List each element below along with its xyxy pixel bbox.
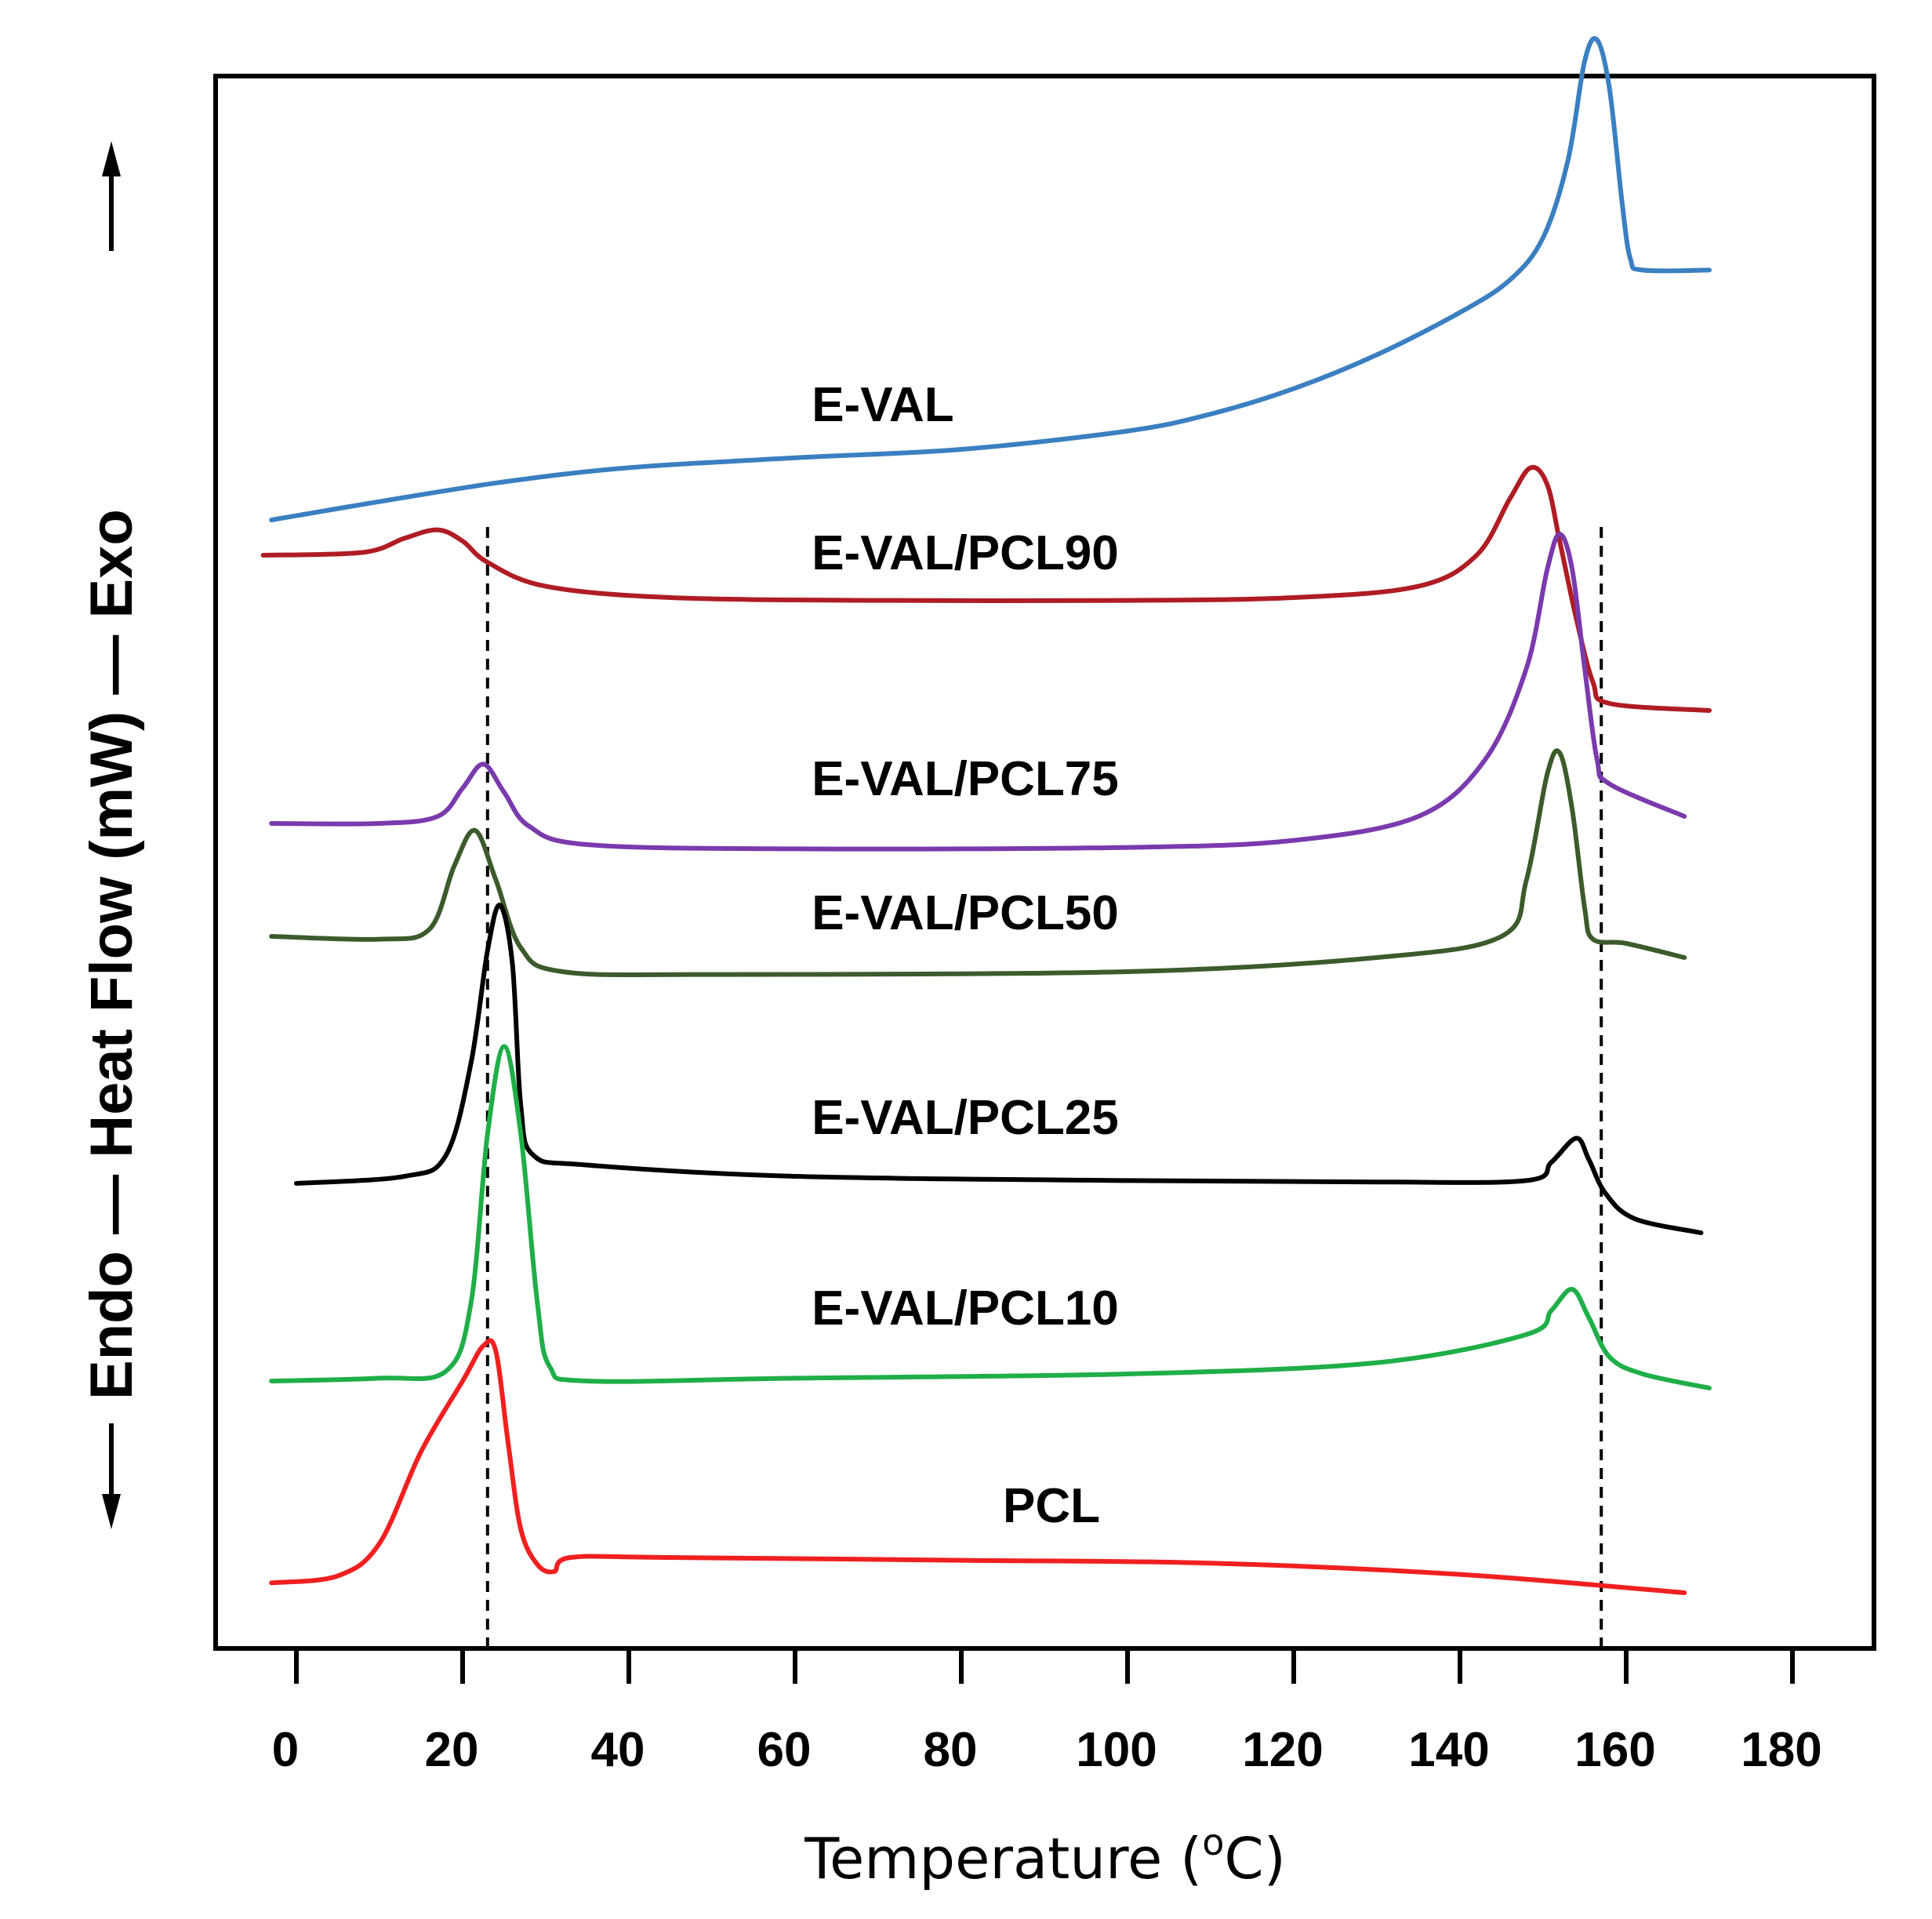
x-tick-label-120: 120 <box>1242 1723 1323 1777</box>
series-line-e-val <box>269 36 1712 522</box>
x-tick-label-160: 160 <box>1574 1723 1655 1777</box>
x-tick-label-40: 40 <box>591 1723 645 1777</box>
y-arrow-down-head <box>102 1494 121 1529</box>
svg-text:Endo — Heat Flow (mW) — Exo: Endo — Heat Flow (mW) — Exo <box>78 509 145 1400</box>
y-axis-title: Endo — Heat Flow (mW) — Exo <box>78 141 145 1529</box>
x-axis-title-tail: C) <box>1224 1826 1285 1892</box>
plot-frame <box>213 74 1876 1651</box>
x-axis-title-main: Temperature ( <box>804 1826 1202 1892</box>
series-label-e-val-pcl10: E-VAL/PCL10 <box>812 1281 1119 1336</box>
y-title-exo: Exo <box>78 509 145 618</box>
x-axis-title-sup: o <box>1202 1821 1224 1863</box>
x-axis-tick-labels: 0 20 40 60 80 100 120 140 160 180 <box>272 1723 1822 1777</box>
x-axis-ticks <box>294 1648 1795 1684</box>
x-tick-label-20: 20 <box>425 1723 479 1777</box>
x-tick-label-80: 80 <box>924 1723 978 1777</box>
series-curves <box>260 36 1712 1595</box>
x-tick-label-140: 140 <box>1408 1723 1489 1777</box>
series-line-e-val-pcl90 <box>260 464 1712 713</box>
x-tick-label-60: 60 <box>757 1723 812 1777</box>
series-labels: E-VAL E-VAL/PCL90 E-VAL/PCL75 E-VAL/PCL50 E-… <box>812 378 1119 1533</box>
series-line-pcl <box>269 1338 1687 1595</box>
y-arrow-up-head <box>102 141 121 176</box>
series-label-e-val-pcl90: E-VAL/PCL90 <box>812 526 1119 580</box>
reference-lines <box>485 527 1603 1647</box>
series-line-e-val-pcl10 <box>269 1044 1712 1390</box>
series-label-e-val-pcl25: E-VAL/PCL25 <box>812 1091 1119 1145</box>
x-axis-title: Temperature (oC) <box>804 1821 1286 1892</box>
series-line-e-val-pcl75 <box>269 532 1687 852</box>
y-title-dash-2: — <box>78 619 145 711</box>
series-label-e-val-pcl75: E-VAL/PCL75 <box>812 752 1119 806</box>
y-title-endo: Endo <box>78 1251 145 1400</box>
x-tick-label-0: 0 <box>272 1723 299 1777</box>
series-line-e-val-pcl50 <box>269 748 1687 977</box>
series-line-e-val-pcl25 <box>294 903 1704 1235</box>
x-tick-label-180: 180 <box>1741 1723 1821 1777</box>
series-label-e-val-pcl50: E-VAL/PCL50 <box>812 886 1119 940</box>
series-label-e-val: E-VAL <box>812 378 953 432</box>
series-label-pcl: PCL <box>1003 1479 1100 1533</box>
y-title-middle: Heat Flow (mW) <box>78 711 145 1158</box>
x-tick-label-100: 100 <box>1076 1723 1157 1777</box>
y-title-dash-1: — <box>78 1158 145 1251</box>
